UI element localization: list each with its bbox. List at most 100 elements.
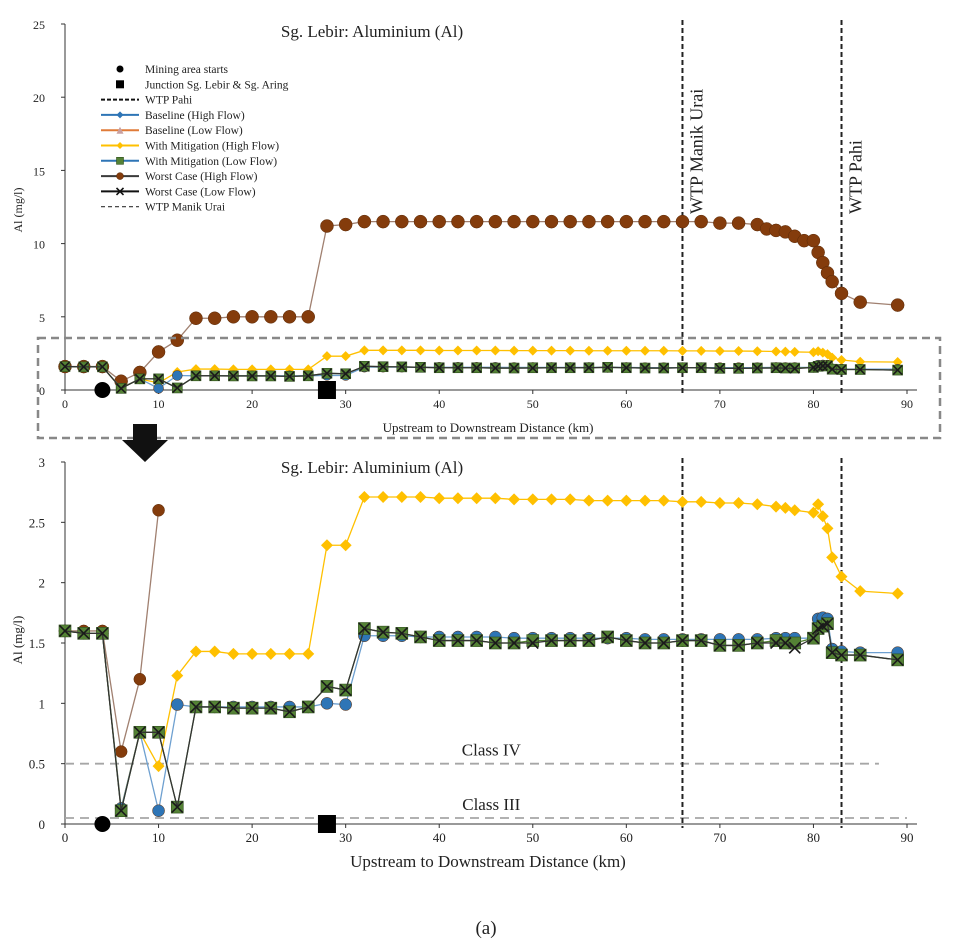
data-point-worst_low bbox=[115, 804, 128, 817]
data-point-worst_low bbox=[639, 362, 651, 374]
data-point-worst_high bbox=[357, 214, 372, 229]
data-point-mitigation_high bbox=[508, 493, 521, 506]
y-tick-label: 2.5 bbox=[29, 515, 45, 530]
x-tick-label: 10 bbox=[152, 830, 165, 845]
data-point-mitigation_high bbox=[770, 500, 783, 513]
series-mitigation_low bbox=[58, 617, 904, 818]
data-point-worst_high bbox=[507, 214, 521, 229]
legend-symbol-marker bbox=[115, 187, 125, 196]
data-point-worst_low bbox=[658, 362, 669, 374]
class-label: Class III bbox=[462, 795, 520, 814]
x-tick-label: 70 bbox=[714, 397, 726, 411]
data-point-worst_low bbox=[471, 362, 482, 373]
x-tick-label: 0 bbox=[62, 397, 68, 411]
data-point-mitigation_high bbox=[208, 645, 221, 658]
data-point-mitigation_high bbox=[377, 490, 390, 503]
x-tick-label: 30 bbox=[339, 830, 352, 845]
x-tick-label: 80 bbox=[807, 830, 820, 845]
legend-label: With Mitigation (Low Flow) bbox=[145, 156, 277, 168]
data-point-worst_low bbox=[752, 362, 763, 374]
data-point-baseline_high bbox=[171, 698, 184, 711]
data-point-mitigation_high bbox=[821, 522, 834, 535]
data-point-mitigation_high bbox=[302, 647, 315, 660]
data-point-worst_low bbox=[564, 634, 577, 647]
data-point-worst_low bbox=[835, 649, 848, 662]
data-point-worst_low bbox=[527, 362, 538, 374]
y-axis-label: Al (mg/l) bbox=[11, 188, 25, 233]
legend-symbol-marker bbox=[116, 157, 124, 165]
data-point-mitigation_high bbox=[414, 490, 427, 503]
y-axis-label: Al (mg/l) bbox=[10, 616, 25, 665]
data-point-mitigation_high bbox=[395, 490, 408, 503]
zoom-region-box bbox=[36, 336, 942, 440]
data-point-mitigation_high bbox=[565, 345, 576, 356]
data-point-mitigation_high bbox=[396, 345, 407, 356]
data-point-mitigation_high bbox=[714, 346, 725, 357]
y-tick-label: 2 bbox=[39, 576, 46, 591]
series-worst_low bbox=[58, 617, 904, 817]
data-point-worst_low bbox=[78, 361, 89, 372]
legend-label: With Mitigation (High Flow) bbox=[145, 141, 279, 153]
data-point-mitigation_high bbox=[545, 493, 558, 506]
legend-item-junction: Junction Sg. Lebir & Sg. Aring bbox=[116, 79, 289, 91]
data-point-mitigation_high bbox=[677, 345, 688, 356]
data-point-worst_high bbox=[834, 286, 849, 301]
data-point-worst_low bbox=[770, 362, 782, 374]
data-point-mitigation_high bbox=[434, 345, 445, 356]
data-point-mitigation_low bbox=[526, 634, 540, 647]
data-point-worst_low bbox=[265, 370, 276, 382]
data-point-mitigation_high bbox=[816, 510, 829, 523]
legend-label: Mining area starts bbox=[145, 64, 229, 76]
data-point-worst_low bbox=[788, 641, 801, 654]
data-point-worst_low bbox=[565, 362, 576, 373]
data-point-worst_high bbox=[657, 214, 671, 229]
legend-label: Worst Case (Low Flow) bbox=[145, 186, 256, 198]
x-tick-label: 10 bbox=[153, 397, 165, 411]
data-point-mitigation_high bbox=[490, 345, 501, 356]
data-point-mitigation_high bbox=[340, 351, 351, 362]
data-point-worst_low bbox=[751, 636, 764, 650]
data-point-worst_low bbox=[433, 634, 446, 647]
chart-title: Sg. Lebir: Aluminium (Al) bbox=[281, 22, 463, 41]
data-point-worst_low bbox=[526, 636, 539, 650]
data-point-mitigation_high bbox=[771, 346, 782, 357]
data-point-mitigation_high bbox=[780, 346, 791, 357]
data-point-mitigation_high bbox=[676, 495, 689, 508]
data-point-worst_low bbox=[434, 362, 445, 373]
data-point-worst_low bbox=[695, 634, 708, 647]
data-point-baseline_high bbox=[320, 697, 334, 710]
data-point-mitigation_high bbox=[836, 354, 847, 365]
x-tick-label: 0 bbox=[62, 830, 69, 845]
data-point-worst_low bbox=[171, 801, 184, 814]
y-tick-label: 5 bbox=[39, 311, 45, 325]
data-point-worst_high bbox=[451, 214, 465, 229]
data-point-mitigation_high bbox=[471, 345, 482, 356]
data-point-baseline_high bbox=[172, 370, 183, 381]
data-point-worst_low bbox=[320, 680, 334, 693]
data-point-worst_high bbox=[432, 214, 446, 229]
wtp-label: WTP Pahi bbox=[846, 140, 866, 214]
data-point-mitigation_high bbox=[892, 357, 903, 368]
data-point-worst_high bbox=[563, 214, 577, 229]
data-point-worst_high bbox=[376, 214, 390, 229]
data-point-worst_low bbox=[779, 636, 792, 650]
data-point-worst_low bbox=[854, 649, 867, 662]
chart-title: Sg. Lebir: Aluminium (Al) bbox=[281, 458, 463, 477]
data-point-worst_high bbox=[207, 311, 222, 326]
data-point-mitigation_high bbox=[171, 669, 184, 682]
data-point-mitigation_high bbox=[189, 645, 202, 658]
x-axis-label: Upstream to Downstream Distance (km) bbox=[350, 852, 626, 871]
class-label: Class IV bbox=[462, 741, 522, 760]
x-tick-label: 60 bbox=[620, 830, 633, 845]
x-tick-label: 40 bbox=[433, 397, 445, 411]
data-point-worst_low bbox=[621, 362, 632, 373]
data-point-worst_high bbox=[245, 310, 259, 324]
data-point-worst_high bbox=[413, 214, 428, 229]
data-point-mitigation_high bbox=[713, 497, 726, 510]
data-point-worst_high bbox=[151, 345, 166, 359]
data-point-worst_high bbox=[825, 274, 839, 289]
data-point-worst_high bbox=[619, 214, 634, 229]
data-point-worst_low bbox=[583, 362, 594, 373]
series-line-mitigation_high bbox=[64, 496, 898, 809]
data-point-mitigation_high bbox=[227, 647, 240, 660]
